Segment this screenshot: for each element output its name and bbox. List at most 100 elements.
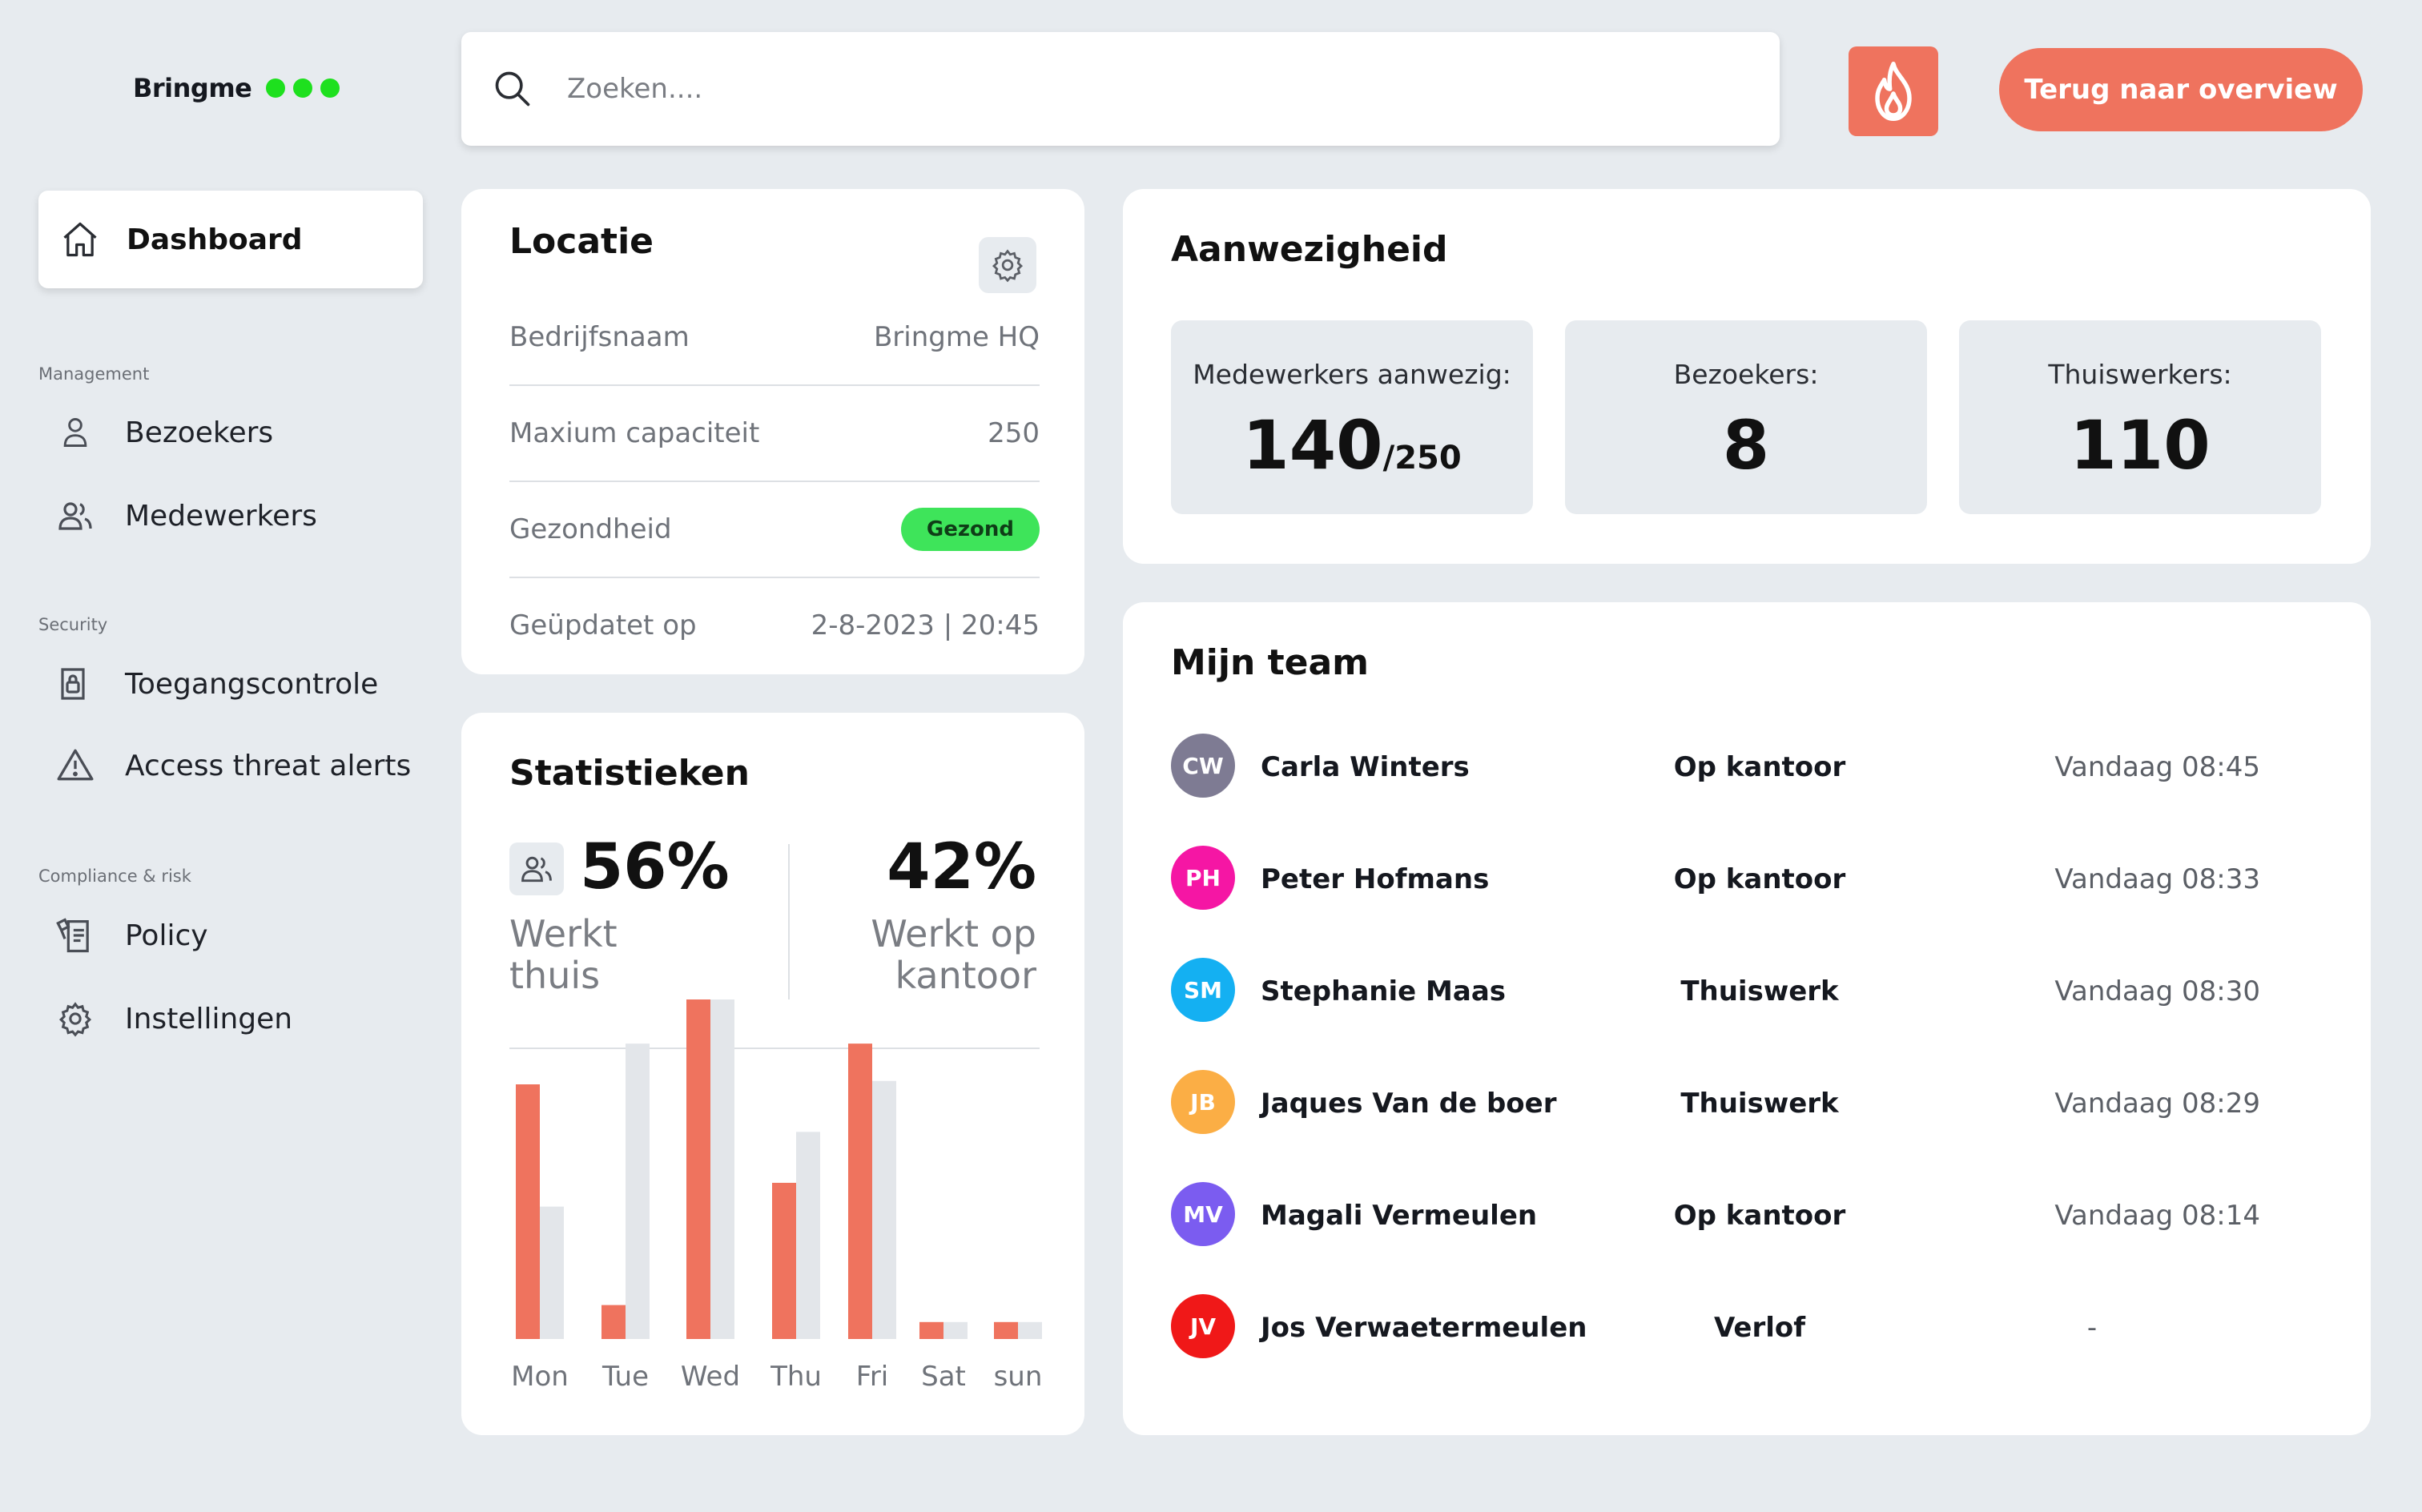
stat-value: 110 [2070,406,2211,485]
stat-thuiswerkers: Thuiswerkers: 110 [1959,320,2321,514]
stats-divider [788,844,790,999]
avatar: JV [1171,1294,1235,1358]
member-time: Vandaag 08:45 [2054,751,2260,783]
brand-dot-icon [320,78,340,98]
section-label-management: Management [38,364,150,384]
brand-dot-icon [293,78,313,98]
sidebar-item-toegangscontrole[interactable]: Toegangscontrole [38,652,439,716]
search-bar[interactable] [461,32,1780,146]
aanwezigheid-card: Aanwezigheid Medewerkers aanwezig: 140/2… [1123,189,2371,564]
location-row-company: Bedrijfsnaam Bringme HQ [509,290,1040,386]
sidebar-item-instellingen[interactable]: Instellingen [38,987,439,1051]
member-status: Op kantoor [1673,751,1846,783]
bar-thu-series-1 [772,1182,796,1339]
x-tick-label: Fri [856,1361,889,1393]
bar-sun-series-1 [994,1321,1018,1339]
stat-medewerkers-aanwezig: Medewerkers aanwezig: 140/250 [1171,320,1533,514]
x-tick-label: Thu [770,1361,822,1393]
team-member-row[interactable]: PH Peter Hofmans Op kantoor Vandaag 08:3… [1171,846,2372,915]
office-label-line-1: Werkt op [871,912,1036,955]
location-row-value: Bringme HQ [873,321,1040,353]
team-member-row[interactable]: CW Carla Winters Op kantoor Vandaag 08:4… [1171,734,2372,802]
member-status: Thuiswerk [1680,1088,1839,1120]
member-time: - [2086,1312,2098,1344]
team-member-row[interactable]: SM Stephanie Maas Thuiswerk Vandaag 08:3… [1171,958,2372,1027]
x-tick-label: Sat [921,1361,966,1393]
bar-tue-series-1 [601,1305,626,1339]
location-row-label: Maxium capaciteit [509,417,760,449]
member-name: Jaques Van de boer [1261,1088,1557,1120]
home-percentage: 56% [580,831,730,903]
sidebar-item-policy[interactable]: Policy [38,903,439,967]
sidebar-item-dashboard[interactable]: Dashboard [38,191,423,288]
gear-icon [992,249,1024,283]
warning-icon [53,743,98,788]
home-label-line-2: thuis [509,954,601,997]
bar-thu-series-2 [796,1132,820,1339]
location-row-capacity: Maxium capaciteit 250 [509,386,1040,482]
stat-bezoekers: Bezoekers: 8 [1565,320,1927,514]
back-to-overview-button[interactable]: Terug naar overview [1999,48,2363,131]
member-time: Vandaag 08:30 [2054,975,2260,1007]
sidebar-item-label: Medewerkers [125,499,317,533]
location-settings-button[interactable] [979,237,1036,293]
brand-logo: Bringme [133,70,340,106]
sidebar-item-label: Policy [125,919,208,952]
member-name: Jos Verwaetermeulen [1261,1312,1587,1344]
section-label-security: Security [38,615,108,634]
team-member-row[interactable]: JV Jos Verwaetermeulen Verlof - [1171,1294,2372,1363]
sidebar-item-label: Instellingen [125,1002,293,1035]
fire-alarm-button[interactable] [1849,46,1938,136]
avatar: MV [1171,1182,1235,1246]
search-input[interactable] [565,72,1690,106]
sidebar-item-label: Bezoekers [125,416,274,449]
locatie-card: Locatie Bedrijfsnaam Bringme HQ Maxium c… [461,189,1084,674]
aanwezigheid-title: Aanwezigheid [1171,229,1448,270]
brand-name: Bringme [133,73,252,103]
team-member-row[interactable]: JB Jaques Van de boer Thuiswerk Vandaag … [1171,1070,2372,1139]
stat-label: Medewerkers aanwezig: [1193,359,1511,390]
member-name: Stephanie Maas [1261,975,1506,1007]
search-icon [495,71,530,107]
bar-wed-series-1 [686,999,710,1339]
statistieken-title: Statistieken [509,753,750,794]
sidebar-item-access-threat-alerts[interactable]: Access threat alerts [38,734,439,798]
avatar: SM [1171,958,1235,1022]
location-row-label: Bedrijfsnaam [509,321,690,353]
avatar: PH [1171,846,1235,910]
sidebar-item-bezoekers[interactable]: Bezoekers [38,400,439,464]
location-row-label: Geüpdatet op [509,609,697,641]
sidebar-item-label: Toegangscontrole [125,667,379,701]
bar-sun-series-2 [1018,1321,1042,1339]
x-tick-label: Wed [681,1361,740,1393]
bar-mon-series-1 [516,1084,540,1339]
member-status: Verlof [1713,1312,1806,1344]
health-status-badge: Gezond [900,508,1040,551]
brand-dot-icon [266,78,286,98]
sidebar-item-medewerkers[interactable]: Medewerkers [38,484,439,548]
team-member-row[interactable]: MV Magali Vermeulen Op kantoor Vandaag 0… [1171,1182,2372,1251]
bar-mon-series-2 [540,1206,564,1339]
weekly-bar-chart: Mon Tue Wed Thu Fri Sat sun [511,999,1043,1393]
x-tick-label: sun [994,1361,1043,1393]
home-icon [58,217,103,262]
location-row-label: Gezondheid [509,513,672,545]
avatar: CW [1171,734,1235,798]
stat-value: 140/250 [1171,406,1533,485]
person-icon [53,410,98,455]
location-row-value: 2-8-2023 | 20:45 [811,609,1040,641]
office-label-line-2: kantoor [895,954,1036,997]
bar-fri-series-1 [848,1044,872,1339]
office-percentage: 42% [887,831,1036,903]
member-name: Peter Hofmans [1261,863,1490,895]
users-icon [53,493,98,538]
stat-value: 8 [1722,406,1770,485]
member-name: Magali Vermeulen [1261,1200,1538,1232]
member-status: Op kantoor [1673,863,1846,895]
member-time: Vandaag 08:14 [2054,1200,2260,1232]
bar-tue-series-2 [626,1044,650,1339]
stat-label: Thuiswerkers: [2048,359,2232,390]
bar-sat-series-2 [943,1321,968,1339]
locatie-title: Locatie [509,221,654,262]
location-row-value: 250 [988,417,1040,449]
